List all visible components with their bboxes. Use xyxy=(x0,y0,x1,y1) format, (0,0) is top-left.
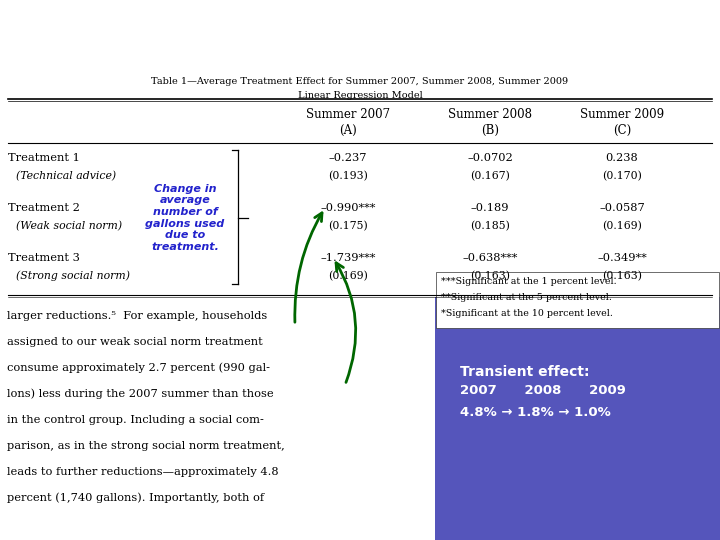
Text: –0.990***: –0.990*** xyxy=(320,203,376,213)
Text: larger reductions.⁵  For example, households: larger reductions.⁵ For example, househo… xyxy=(7,311,267,321)
Text: –1.739***: –1.739*** xyxy=(320,253,376,263)
Text: –0.638***: –0.638*** xyxy=(462,253,518,263)
Text: (0.193): (0.193) xyxy=(328,171,368,181)
Text: (0.169): (0.169) xyxy=(602,221,642,231)
Text: (0.163): (0.163) xyxy=(470,271,510,281)
Text: (Technical advice): (Technical advice) xyxy=(16,171,116,181)
Text: Results: Results xyxy=(13,17,164,51)
Text: consume approximately 2.7 percent (990 gal-: consume approximately 2.7 percent (990 g… xyxy=(7,363,270,373)
Text: Summer 2007: Summer 2007 xyxy=(306,109,390,122)
FancyArrowPatch shape xyxy=(336,263,356,382)
Text: (0.185): (0.185) xyxy=(470,221,510,231)
Text: (0.169): (0.169) xyxy=(328,271,368,281)
Text: 4.8% → 1.8% → 1.0%: 4.8% → 1.8% → 1.0% xyxy=(460,406,611,419)
Text: Treatment 3: Treatment 3 xyxy=(8,253,80,263)
Bar xyxy=(435,297,720,540)
Text: (0.175): (0.175) xyxy=(328,221,368,231)
Text: Linear Regression Model: Linear Regression Model xyxy=(297,91,423,100)
Text: lons) less during the 2007 summer than those: lons) less during the 2007 summer than t… xyxy=(7,389,274,400)
Text: (Weak social norm): (Weak social norm) xyxy=(16,221,122,231)
Text: in the control group. Including a social com-: in the control group. Including a social… xyxy=(7,415,264,425)
Text: Treatment 2: Treatment 2 xyxy=(8,203,80,213)
Text: Treatment 1: Treatment 1 xyxy=(8,153,80,163)
Text: leads to further reductions—approximately 4.8: leads to further reductions—approximatel… xyxy=(7,467,279,477)
Text: 2007      2008      2009: 2007 2008 2009 xyxy=(460,383,626,396)
Text: Transient effect:: Transient effect: xyxy=(460,365,590,379)
Text: –0.237: –0.237 xyxy=(329,153,367,163)
Text: –0.189: –0.189 xyxy=(471,203,509,213)
Text: (0.170): (0.170) xyxy=(602,171,642,181)
Text: –0.0702: –0.0702 xyxy=(467,153,513,163)
Text: (Strong social norm): (Strong social norm) xyxy=(16,271,130,281)
Text: parison, as in the strong social norm treatment,: parison, as in the strong social norm tr… xyxy=(7,441,284,451)
Text: Summer 2008: Summer 2008 xyxy=(448,109,532,122)
Text: –0.0587: –0.0587 xyxy=(599,203,645,213)
Bar xyxy=(436,272,719,328)
Text: **Significant at the 5 percent level.: **Significant at the 5 percent level. xyxy=(441,294,612,302)
Text: Change in
average
number of
gallons used
due to
treatment.: Change in average number of gallons used… xyxy=(145,184,225,252)
Text: Summer 2009: Summer 2009 xyxy=(580,109,664,122)
Text: (B): (B) xyxy=(481,124,499,137)
FancyArrowPatch shape xyxy=(294,213,322,322)
Text: (A): (A) xyxy=(339,124,357,137)
Text: Table 1—Average Treatment Effect for Summer 2007, Summer 2008, Summer 2009: Table 1—Average Treatment Effect for Sum… xyxy=(151,77,569,86)
Text: (0.163): (0.163) xyxy=(602,271,642,281)
Text: 0.238: 0.238 xyxy=(606,153,639,163)
Text: ***Significant at the 1 percent level.: ***Significant at the 1 percent level. xyxy=(441,278,616,287)
Text: –0.349**: –0.349** xyxy=(597,253,647,263)
Text: *Significant at the 10 percent level.: *Significant at the 10 percent level. xyxy=(441,309,613,319)
Text: assigned to our weak social norm treatment: assigned to our weak social norm treatme… xyxy=(7,337,263,347)
Text: (0.167): (0.167) xyxy=(470,171,510,181)
Text: percent (1,740 gallons). Importantly, both of: percent (1,740 gallons). Importantly, bo… xyxy=(7,493,264,503)
Text: (C): (C) xyxy=(613,124,631,137)
